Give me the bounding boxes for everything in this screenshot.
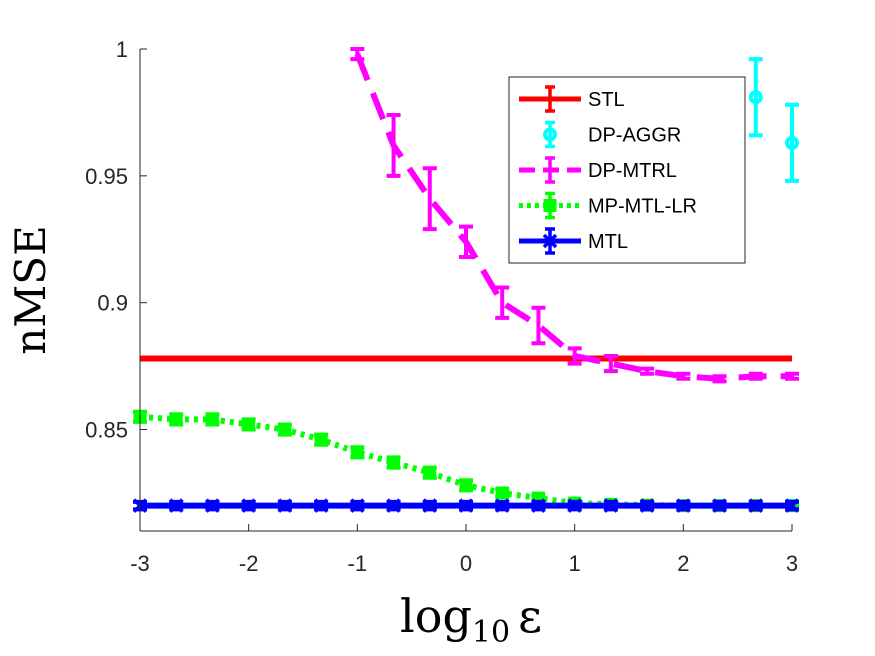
legend-label: STL [588, 89, 625, 111]
x-tick-label: 1 [569, 551, 581, 576]
error-bar [785, 102, 799, 183]
data-point [169, 412, 183, 426]
x-tick-label: -3 [130, 551, 150, 576]
y-axis-title: nMSE [6, 225, 55, 355]
legend-label: MP-MTL-LR [588, 196, 697, 218]
data-point [676, 498, 691, 513]
legend-entry-stl: STL [519, 85, 625, 113]
data-point [494, 498, 510, 513]
data-point [712, 498, 727, 513]
data-point [205, 498, 220, 513]
legend-label: MTL [588, 231, 628, 253]
data-point [748, 90, 763, 105]
error-bar [531, 305, 546, 346]
data-point [313, 498, 329, 513]
axes: 0.85 0.9 0.95 1 -3 -2 -1 0 1 2 3 nMSE log10 ε [6, 37, 798, 650]
y-tick-label: 0.9 [97, 291, 128, 316]
data-point [531, 498, 546, 513]
data-point [350, 445, 364, 459]
data-point [459, 478, 473, 492]
data-point [241, 498, 256, 513]
data-point [495, 486, 509, 500]
x-tick-label: 2 [677, 551, 689, 576]
plot-area [132, 47, 800, 513]
data-point [242, 417, 256, 431]
y-tick-label: 0.85 [85, 418, 128, 443]
series-mp-mtl-lr [133, 409, 799, 513]
legend-label: DP-AGGR [588, 125, 681, 147]
error-bar [748, 57, 763, 138]
data-point [422, 498, 438, 513]
x-tick-label: 3 [786, 551, 798, 576]
y-tick-label: 0.95 [85, 164, 128, 189]
data-point [277, 498, 293, 513]
data-point [603, 498, 619, 513]
legend-error-glyph [545, 85, 555, 113]
x-tick-label: 0 [460, 551, 472, 576]
series-dp-aggr [748, 57, 799, 183]
legend-entry-mp-mtl-lr: MP-MTL-LR [519, 191, 697, 220]
data-point [639, 498, 655, 513]
data-point [314, 433, 328, 447]
data-point [458, 498, 474, 513]
legend-error-glyph [545, 120, 555, 149]
series-dp-mtrl [350, 47, 799, 384]
data-point [387, 456, 401, 470]
data-point [748, 498, 764, 513]
legend-marker [542, 233, 558, 249]
data-point [278, 423, 292, 437]
y-tick-label: 1 [116, 37, 128, 62]
data-point [168, 498, 184, 513]
series-line [354, 52, 792, 382]
x-tick-label: -1 [348, 551, 368, 576]
data-point [205, 412, 219, 426]
data-point [567, 498, 582, 513]
error-bar [640, 366, 655, 376]
legend-marker [543, 199, 557, 212]
data-point [423, 466, 437, 480]
data-point [784, 498, 800, 513]
legend-label: DP-MTRL [588, 160, 677, 182]
legend-entry-mtl: MTL [519, 227, 628, 255]
x-axis-title: log10 ε [400, 589, 542, 650]
data-point [785, 135, 799, 150]
legend-marker [543, 127, 557, 142]
legend-entry-dp-mtrl: DP-MTRL [519, 156, 677, 184]
error-bar [495, 285, 510, 320]
x-tick-label: -2 [239, 551, 259, 576]
legend: STL DP-AGGR DP-MTRL MP-MTL-LR MTL [508, 76, 746, 264]
legend-error-glyph [545, 156, 555, 184]
series-mtl [132, 498, 800, 513]
error-bar [422, 166, 437, 232]
legend-entry-dp-aggr: DP-AGGR [543, 120, 681, 149]
data-point [386, 498, 401, 513]
data-point [350, 498, 365, 513]
error-bar [603, 353, 618, 374]
